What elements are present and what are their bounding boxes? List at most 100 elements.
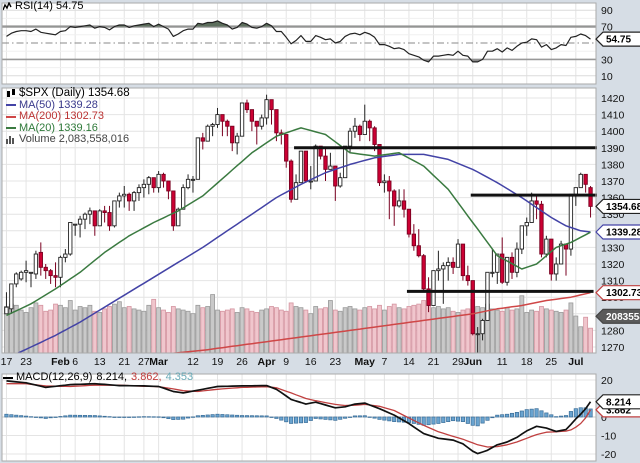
date-label: 29 <box>452 356 464 368</box>
candle-down <box>303 150 309 182</box>
macd-histogram-bar <box>284 416 289 423</box>
date-label: 6 <box>72 356 78 368</box>
ma50-swatch <box>6 104 16 107</box>
candle-down <box>406 208 412 235</box>
candle-up <box>544 238 549 255</box>
volume-bar <box>563 309 569 353</box>
value-callout-text: 3.862 <box>606 405 631 416</box>
volume-bar <box>151 298 157 353</box>
macd-histogram-bar <box>416 416 421 425</box>
candle-up <box>131 192 137 202</box>
macd-label: MACD(12,26,9) <box>16 371 93 383</box>
volume-bar <box>465 308 471 353</box>
ma200-label: MA(200) 1302.73 <box>19 110 104 122</box>
macd-histogram-bar <box>303 416 308 423</box>
macd-histogram-bar <box>53 416 58 418</box>
candle-down <box>151 177 156 189</box>
macd-histogram-bar <box>357 415 362 418</box>
price-axis-label: 1270 <box>601 342 625 354</box>
price-panel-border <box>1 87 597 354</box>
volume-bar <box>445 307 451 353</box>
ma20-label: MA(20) 1339.16 <box>19 121 98 134</box>
volume-bar <box>411 304 417 353</box>
date-label: 13 <box>94 356 106 368</box>
candle-up <box>431 270 436 306</box>
date-label: 27 <box>138 356 150 368</box>
volume-bar <box>553 310 559 353</box>
macd-histogram-bar <box>112 416 117 418</box>
macd-histogram-bar <box>495 414 500 418</box>
volume-bar <box>107 306 112 353</box>
macd-histogram-bar <box>68 414 73 418</box>
candle-up <box>63 253 68 258</box>
candle-up <box>475 333 480 336</box>
candle-down <box>102 210 107 213</box>
macd-histogram-bar <box>259 415 264 418</box>
date-label: Apr <box>258 356 276 368</box>
macd-histogram-bar <box>455 416 461 422</box>
volume-bar <box>77 306 83 353</box>
date-label: 17 <box>1 356 13 368</box>
volume-bar <box>313 306 319 353</box>
macd-histogram-bar <box>171 416 176 420</box>
candle-up <box>446 261 451 267</box>
volume-bar <box>18 309 24 353</box>
macd-histogram-bar <box>82 415 88 418</box>
volume-bar <box>298 307 304 353</box>
macd-histogram-bar <box>465 416 470 424</box>
date-label: Jul <box>568 356 583 368</box>
candle-up <box>176 208 181 227</box>
macd-histogram-bar <box>392 416 397 422</box>
macd-histogram-bar <box>554 416 559 418</box>
volume-bar <box>293 306 299 353</box>
volume-bar <box>509 309 515 353</box>
candle-up <box>347 130 353 147</box>
macd-swatch <box>3 376 13 379</box>
candle-down <box>166 180 171 192</box>
macd-histogram-bar <box>323 416 328 420</box>
volume-bar <box>87 304 93 353</box>
volume-bar <box>48 309 54 353</box>
candle-up <box>146 177 151 185</box>
date-label: 23 <box>329 356 341 368</box>
volume-bar <box>269 306 274 353</box>
candle-up <box>73 223 78 226</box>
candle-up <box>33 253 39 275</box>
macd-histogram-bar <box>475 416 480 427</box>
candle-up <box>362 120 367 135</box>
volume-bar <box>318 308 323 353</box>
price-axis-label: 1370 <box>601 176 625 188</box>
volume-bar <box>278 309 284 353</box>
ma20-swatch <box>6 127 16 130</box>
macd-histogram-bar <box>313 416 318 419</box>
macd-histogram-bar <box>534 408 539 418</box>
candle-up <box>338 177 343 187</box>
volume-bar <box>450 310 456 353</box>
candle-down <box>367 120 372 129</box>
macd-histogram-bar <box>92 415 97 418</box>
macd-legend: MACD(12,26,9) 8.214, 3.862, 4.353 <box>3 371 197 384</box>
macd-histogram-bar <box>514 412 519 418</box>
date-label: 21 <box>428 356 440 368</box>
macd-histogram-bar <box>200 414 205 418</box>
volume-bar <box>573 315 579 353</box>
candle-up <box>382 180 387 184</box>
rsi-axis-label: 30 <box>601 54 613 66</box>
volume-label: Volume 2,083,558,016 <box>19 133 130 145</box>
candle-down <box>323 155 328 170</box>
candle-up <box>215 114 220 126</box>
candle-down <box>465 275 470 282</box>
candle-up <box>14 273 19 285</box>
date-label: 19 <box>212 356 224 368</box>
macd-histogram-bar <box>215 413 220 418</box>
volume-bar <box>499 310 505 353</box>
candle-up <box>490 271 495 274</box>
macd-histogram-bar <box>563 415 569 418</box>
rsi-axis-label: 70 <box>601 22 613 34</box>
candle-up <box>504 256 510 283</box>
candle-up <box>239 102 245 137</box>
candle-down <box>318 145 323 157</box>
macd-hist-value: 4.353 <box>165 371 194 383</box>
macd-panel <box>2 374 596 461</box>
value-callout-text: 8.214 <box>606 397 631 408</box>
